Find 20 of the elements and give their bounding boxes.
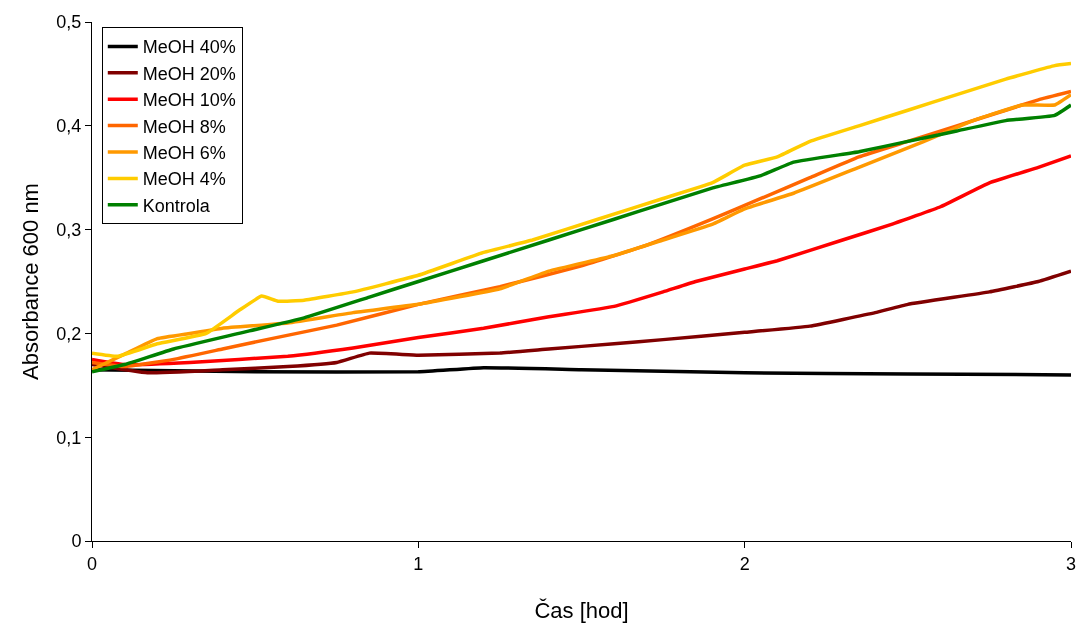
legend-label: MeOH 20%: [142, 63, 236, 84]
x-tick-label: 3: [1065, 553, 1077, 574]
legend-label: MeOH 6%: [142, 143, 226, 164]
y-tick-label: 0,1: [56, 427, 82, 448]
legend-label: MeOH 40%: [142, 37, 236, 58]
x-tick-label: 1: [413, 553, 424, 574]
legend-label: Kontrola: [142, 195, 211, 216]
x-axis-title: Čas [hod]: [534, 598, 629, 624]
line-series: [92, 269, 1071, 375]
y-axis-title: Absorbance 600 nm: [18, 183, 43, 380]
y-tick-label: 0,4: [56, 116, 82, 137]
x-tick-label: 2: [739, 553, 750, 574]
y-tick-label: 0,5: [56, 12, 82, 33]
legend-label: MeOH 8%: [142, 116, 226, 137]
legend-label: MeOH 10%: [142, 90, 236, 111]
x-tick-label: 0: [86, 553, 98, 574]
legend-label: MeOH 4%: [142, 169, 226, 190]
y-tick-label: 0,3: [56, 219, 82, 240]
y-tick-label: 0: [71, 531, 82, 552]
y-tick-label: 0,2: [56, 323, 82, 344]
